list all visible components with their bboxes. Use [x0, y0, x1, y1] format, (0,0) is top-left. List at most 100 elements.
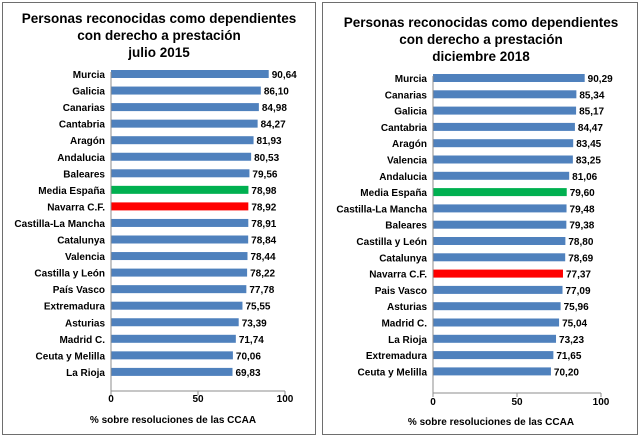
bar-cantabria — [111, 119, 258, 128]
category-label-navarra-c-f: Navarra C.F. — [369, 270, 427, 281]
value-label-media-espana: 79,60 — [570, 188, 595, 199]
bar-navarra-c-f — [111, 202, 249, 211]
bar-castilla-y-leon — [111, 268, 248, 277]
category-label-baleares: Baleares — [385, 221, 427, 232]
bar-pais-vasco — [433, 285, 563, 294]
chart-title-line-3: diciembre 2018 — [432, 49, 530, 64]
category-label-castilla-la-mancha: Castilla-La Mancha — [336, 204, 427, 215]
value-label-pais-vasco: 77,78 — [249, 285, 274, 296]
bar-valencia — [433, 155, 573, 164]
value-label-valencia: 83,25 — [576, 156, 601, 167]
bar-media-espana — [433, 188, 567, 197]
category-label-la-rioja: La Rioja — [388, 335, 427, 346]
bar-catalunya — [433, 253, 566, 262]
bar-castilla-la-mancha — [433, 204, 567, 213]
bar-catalunya — [111, 235, 249, 244]
bar-madrid-c — [433, 318, 560, 327]
value-label-castilla-y-leon: 78,80 — [568, 237, 593, 248]
value-label-la-rioja: 69,83 — [236, 368, 261, 379]
value-label-catalunya: 78,69 — [568, 253, 593, 264]
x-tick-label-0: 0 — [108, 394, 114, 405]
category-label-asturias: Asturias — [65, 318, 105, 329]
category-label-catalunya: Catalunya — [57, 236, 105, 247]
category-label-baleares: Baleares — [63, 169, 105, 180]
value-label-media-espana: 78,98 — [251, 186, 276, 197]
bar-media-espana — [111, 185, 249, 194]
bar-ceuta-y-melilla — [433, 367, 551, 376]
value-label-cantabria: 84,27 — [261, 120, 286, 131]
x-tick-label-100: 100 — [277, 394, 294, 405]
category-label-murcia: Murcia — [73, 70, 106, 81]
bar-chart-2015: Personas reconocidas como dependientes co… — [14, 11, 297, 426]
value-label-asturias: 73,39 — [242, 318, 267, 329]
bar-valencia — [111, 252, 248, 261]
bar-la-rioja — [433, 334, 557, 343]
category-label-cantabria: Cantabria — [59, 120, 106, 131]
value-label-madrid-c: 71,74 — [239, 335, 264, 346]
category-label-navarra-c-f: Navarra C.F. — [47, 202, 105, 213]
bar-galicia — [433, 106, 577, 115]
bar-baleares — [111, 169, 250, 178]
value-label-cantabria: 84,47 — [578, 123, 603, 134]
chart-panel-diciembre-2018: Personas reconocidas como dependientes co… — [322, 2, 638, 435]
category-label-andalucia: Andalucia — [57, 153, 105, 164]
category-label-castilla-la-mancha: Castilla-La Mancha — [14, 219, 105, 230]
category-label-canarias: Canarias — [63, 103, 106, 114]
bar-navarra-c-f — [433, 269, 563, 278]
value-label-extremadura: 75,55 — [245, 302, 270, 313]
value-label-ceuta-y-melilla: 70,06 — [236, 351, 261, 362]
category-label-media-espana: Media España — [38, 186, 105, 197]
bar-murcia — [111, 70, 269, 78]
bar-aragon — [433, 139, 574, 148]
category-label-aragon: Aragón — [70, 136, 105, 147]
x-tick-label-50: 50 — [511, 397, 523, 408]
bar-extremadura — [111, 301, 243, 310]
bar-ceuta-y-melilla — [111, 351, 233, 360]
bar-murcia — [433, 74, 585, 82]
bar-canarias — [111, 103, 259, 112]
value-label-valencia: 78,44 — [250, 252, 275, 263]
chart-panel-julio-2015: Personas reconocidas como dependientes co… — [2, 2, 316, 435]
bar-asturias — [433, 302, 561, 311]
value-label-castilla-la-mancha: 78,91 — [251, 219, 276, 230]
value-label-catalunya: 78,84 — [251, 236, 276, 247]
value-label-castilla-la-mancha: 79,48 — [570, 204, 595, 215]
x-tick-label-0: 0 — [430, 397, 436, 408]
value-label-andalucia: 80,53 — [254, 153, 279, 164]
value-label-galicia: 85,17 — [579, 107, 604, 118]
value-label-andalucia: 81,06 — [572, 172, 597, 183]
category-label-galicia: Galicia — [394, 107, 427, 118]
category-label-asturias: Asturias — [387, 302, 427, 313]
chart-title-line-3: julio 2015 — [127, 45, 190, 60]
value-label-aragon: 81,93 — [257, 136, 282, 147]
value-label-murcia: 90,29 — [588, 74, 613, 85]
category-label-castilla-y-leon: Castilla y León — [34, 269, 105, 280]
x-tick-label-100: 100 — [593, 397, 610, 408]
value-label-canarias: 84,98 — [262, 103, 287, 114]
value-label-navarra-c-f: 77,37 — [566, 270, 591, 281]
value-label-ceuta-y-melilla: 70,20 — [554, 367, 579, 378]
value-label-aragon: 83,45 — [576, 139, 601, 150]
category-label-canarias: Canarias — [385, 90, 428, 101]
chart-title-line-1: Personas reconocidas como dependientes — [344, 15, 619, 30]
bar-pais-vasco — [111, 285, 247, 294]
category-label-galicia: Galicia — [72, 87, 105, 98]
category-label-cantabria: Cantabria — [381, 123, 428, 134]
category-label-media-espana: Media España — [360, 188, 427, 199]
bar-cantabria — [433, 122, 575, 131]
bar-baleares — [433, 220, 567, 229]
value-label-navarra-c-f: 78,92 — [251, 202, 276, 213]
value-label-asturias: 75,96 — [564, 302, 589, 313]
x-axis-label: % sobre resoluciones de las CCAA — [408, 417, 574, 428]
category-label-ceuta-y-melilla: Ceuta y Melilla — [358, 367, 428, 378]
category-label-ceuta-y-melilla: Ceuta y Melilla — [36, 351, 106, 362]
value-label-canarias: 85,34 — [579, 90, 604, 101]
category-label-catalunya: Catalunya — [379, 253, 427, 264]
category-label-pais-vasco: País Vasco — [53, 285, 105, 296]
category-label-madrid-c: Madrid C. — [59, 335, 105, 346]
category-label-castilla-y-leon: Castilla y León — [356, 237, 427, 248]
value-label-pais-vasco: 77,09 — [566, 286, 591, 297]
x-tick-label-50: 50 — [192, 394, 204, 405]
bar-galicia — [111, 86, 261, 95]
